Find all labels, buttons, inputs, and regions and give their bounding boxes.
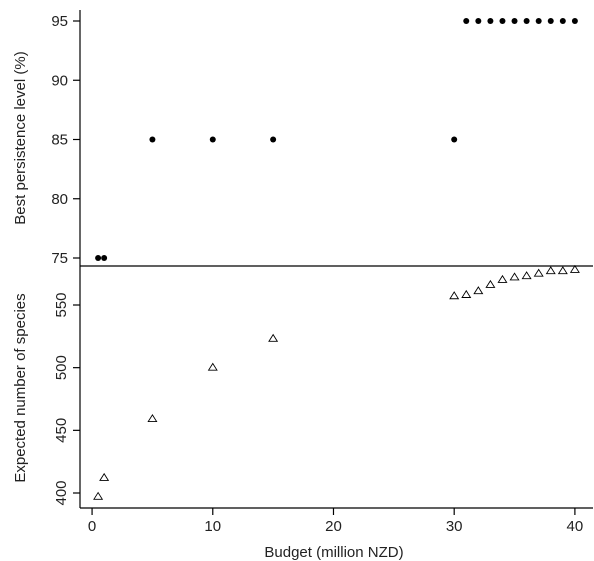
species-point — [485, 279, 496, 288]
y-tick-label-top: 80 — [51, 191, 68, 208]
x-axis-title: Budget (million NZD) — [264, 544, 403, 561]
persistence-point — [209, 136, 216, 143]
y-tick-label-bottom: 450 — [53, 418, 70, 443]
y-tick-label-bottom: 500 — [53, 355, 70, 380]
species-point — [99, 472, 110, 481]
species-point — [207, 362, 218, 371]
persistence-point — [487, 18, 494, 24]
y-tick-label-bottom: 550 — [53, 292, 70, 317]
y-axis-title-bottom: Expected number of species — [12, 293, 29, 482]
species-point — [509, 272, 520, 281]
persistence-point — [101, 255, 108, 261]
persistence-point — [523, 18, 530, 24]
species-point — [569, 264, 580, 273]
y-tick-label-top: 75 — [51, 250, 68, 267]
species-point — [497, 274, 508, 283]
persistence-point — [463, 18, 470, 24]
species-point — [473, 286, 484, 295]
persistence-point — [511, 18, 518, 24]
x-tick-label: 30 — [446, 518, 463, 535]
persistence-point — [95, 255, 102, 261]
x-tick-label: 10 — [204, 518, 221, 535]
species-point — [521, 271, 532, 280]
ticks: 75 80 85 90 95 400 450 500 550 0 10 20 30 40 — [51, 13, 583, 535]
x-tick-label: 20 — [325, 518, 342, 535]
axes — [79, 10, 593, 509]
y-tick-label-bottom: 400 — [53, 480, 70, 505]
species-point — [268, 333, 279, 342]
species-point — [557, 266, 568, 275]
x-tick-label: 0 — [88, 518, 96, 535]
persistence-point — [499, 18, 506, 24]
y-tick-label-top: 85 — [51, 132, 68, 149]
y-axis-title-top: Best persistence level (%) — [12, 51, 29, 224]
y-tick-label-top: 90 — [51, 72, 68, 89]
persistence-point — [270, 136, 277, 143]
persistence-point — [571, 18, 578, 24]
persistence-point — [475, 18, 482, 24]
species-point — [93, 491, 104, 500]
marks — [93, 18, 580, 500]
persistence-point — [547, 18, 554, 24]
x-tick-label: 40 — [567, 518, 584, 535]
persistence-point — [149, 136, 156, 143]
species-point — [449, 291, 460, 300]
y-tick-label-top: 95 — [51, 13, 68, 30]
species-point — [147, 414, 158, 423]
species-point — [533, 268, 544, 277]
persistence-point — [559, 18, 566, 24]
persistence-point — [451, 136, 458, 143]
species-point — [545, 266, 556, 275]
species-point — [461, 289, 472, 298]
persistence-point — [535, 18, 542, 24]
